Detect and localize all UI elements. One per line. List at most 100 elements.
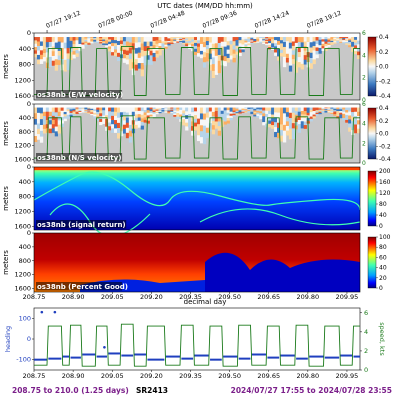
heatmap-cell (152, 109, 156, 111)
heatmap-cell (137, 107, 141, 112)
heatmap-low-region (205, 252, 360, 292)
heatmap-cell (205, 127, 210, 134)
heatmap-cell (143, 55, 147, 61)
heatmap-cell (217, 42, 222, 50)
heatmap-cell (271, 107, 275, 112)
heatmap-cell (96, 38, 100, 41)
heatmap-cell (116, 44, 121, 50)
heatmap-cell (351, 41, 355, 45)
heatmap-cell (354, 37, 358, 41)
x-tick-label: 209.95 (336, 372, 359, 380)
heatmap-cell (84, 110, 88, 112)
heatmap-cell (336, 40, 340, 42)
heatmap-cell (96, 37, 100, 39)
heatmap-cell (241, 37, 245, 40)
heatmap-cell (72, 111, 76, 114)
heatmap-cell (241, 44, 245, 48)
colorbar (367, 36, 377, 97)
depth-tick-label: 800 (19, 61, 31, 69)
heatmap-cell (256, 114, 260, 117)
heatmap-cell (125, 37, 130, 42)
heatmap-cell (125, 59, 130, 65)
heatmap-cell (42, 45, 47, 50)
heatmap-cell (214, 121, 219, 126)
heatmap-cell (66, 37, 70, 43)
heatmap-cell (351, 44, 355, 47)
heatmap-cell (208, 111, 213, 116)
heatmap-cell (134, 53, 139, 60)
heatmap-cell (265, 117, 269, 121)
heatmap-cell (51, 41, 56, 47)
ship-speed-line (34, 115, 360, 160)
heatmap-cell (119, 126, 124, 132)
heatmap-cell (179, 38, 183, 40)
heatmap-cell (197, 107, 201, 114)
heading-tick-label: -100 (16, 356, 31, 364)
heatmap-cell (253, 37, 257, 39)
heatmap-cell (194, 115, 198, 120)
heatmap-cell (229, 40, 233, 45)
heatmap-cell (51, 120, 56, 125)
heatmap-cell (146, 118, 150, 121)
heatmap-cell (102, 42, 106, 44)
heatmap-cell (217, 37, 222, 44)
heatmap-cell (282, 136, 287, 143)
heatmap-cell (208, 107, 213, 112)
heatmap-cell (244, 108, 248, 110)
heatmap-cell (357, 107, 361, 113)
heatmap-cell (297, 124, 302, 129)
heatmap-cell (333, 42, 337, 44)
heatmap-cell (327, 107, 331, 109)
heatmap-cell (235, 108, 239, 111)
heatmap-cell (170, 112, 174, 115)
heatmap-cell (69, 116, 73, 119)
heatmap-cell (42, 57, 47, 62)
heatmap-cell (241, 109, 245, 112)
heatmap-cell (199, 107, 204, 114)
colorbar (367, 107, 377, 160)
x-tick-label: 208.75 (23, 293, 46, 301)
heatmap-cell (63, 65, 67, 72)
heatmap-cell (143, 50, 147, 56)
heatmap-cell (102, 118, 106, 122)
speed-tick-label: 6 (362, 30, 366, 37)
heatmap-cell (324, 111, 328, 113)
heatmap-cell (42, 111, 47, 117)
heatmap-cell (345, 40, 349, 43)
heatmap-cell (324, 48, 328, 51)
heatmap-cell (108, 48, 112, 52)
heatmap-cell (268, 45, 272, 48)
heatmap-cell (188, 123, 192, 128)
heatmap-cell (336, 107, 340, 110)
heatmap-cell (345, 110, 349, 113)
heatmap-cell (330, 110, 334, 112)
heatmap-cell (277, 122, 281, 129)
heatmap-cell (288, 42, 293, 49)
heatmap-cell (194, 37, 198, 41)
heatmap-cell (176, 109, 180, 112)
heatmap-cell (303, 125, 307, 129)
heatmap-streak (199, 208, 361, 226)
heatmap-cell (262, 37, 266, 39)
heatmap-cell (102, 39, 106, 42)
heatmap-cell (262, 113, 266, 117)
heatmap-cell (155, 40, 159, 45)
heatmap-cell (315, 47, 319, 52)
heatmap-cell (45, 115, 50, 121)
heatmap-cell (125, 41, 130, 47)
x-tick-label: 209.65 (257, 372, 280, 380)
heatmap-cell (309, 42, 313, 48)
heatmap-cell (342, 39, 346, 41)
heatmap-cell (288, 48, 293, 55)
heatmap-cell (69, 37, 73, 42)
heatmap-cell (45, 124, 50, 129)
x-tick-label: 209.05 (101, 372, 124, 380)
heatmap-cell (34, 53, 38, 58)
heatmap-cell (271, 43, 275, 46)
heatmap-cell (128, 119, 133, 126)
heatmap-cell (134, 124, 139, 129)
heatmap-cell (164, 40, 168, 44)
heatmap-cell (235, 37, 239, 41)
heatmap-cell (173, 107, 177, 110)
